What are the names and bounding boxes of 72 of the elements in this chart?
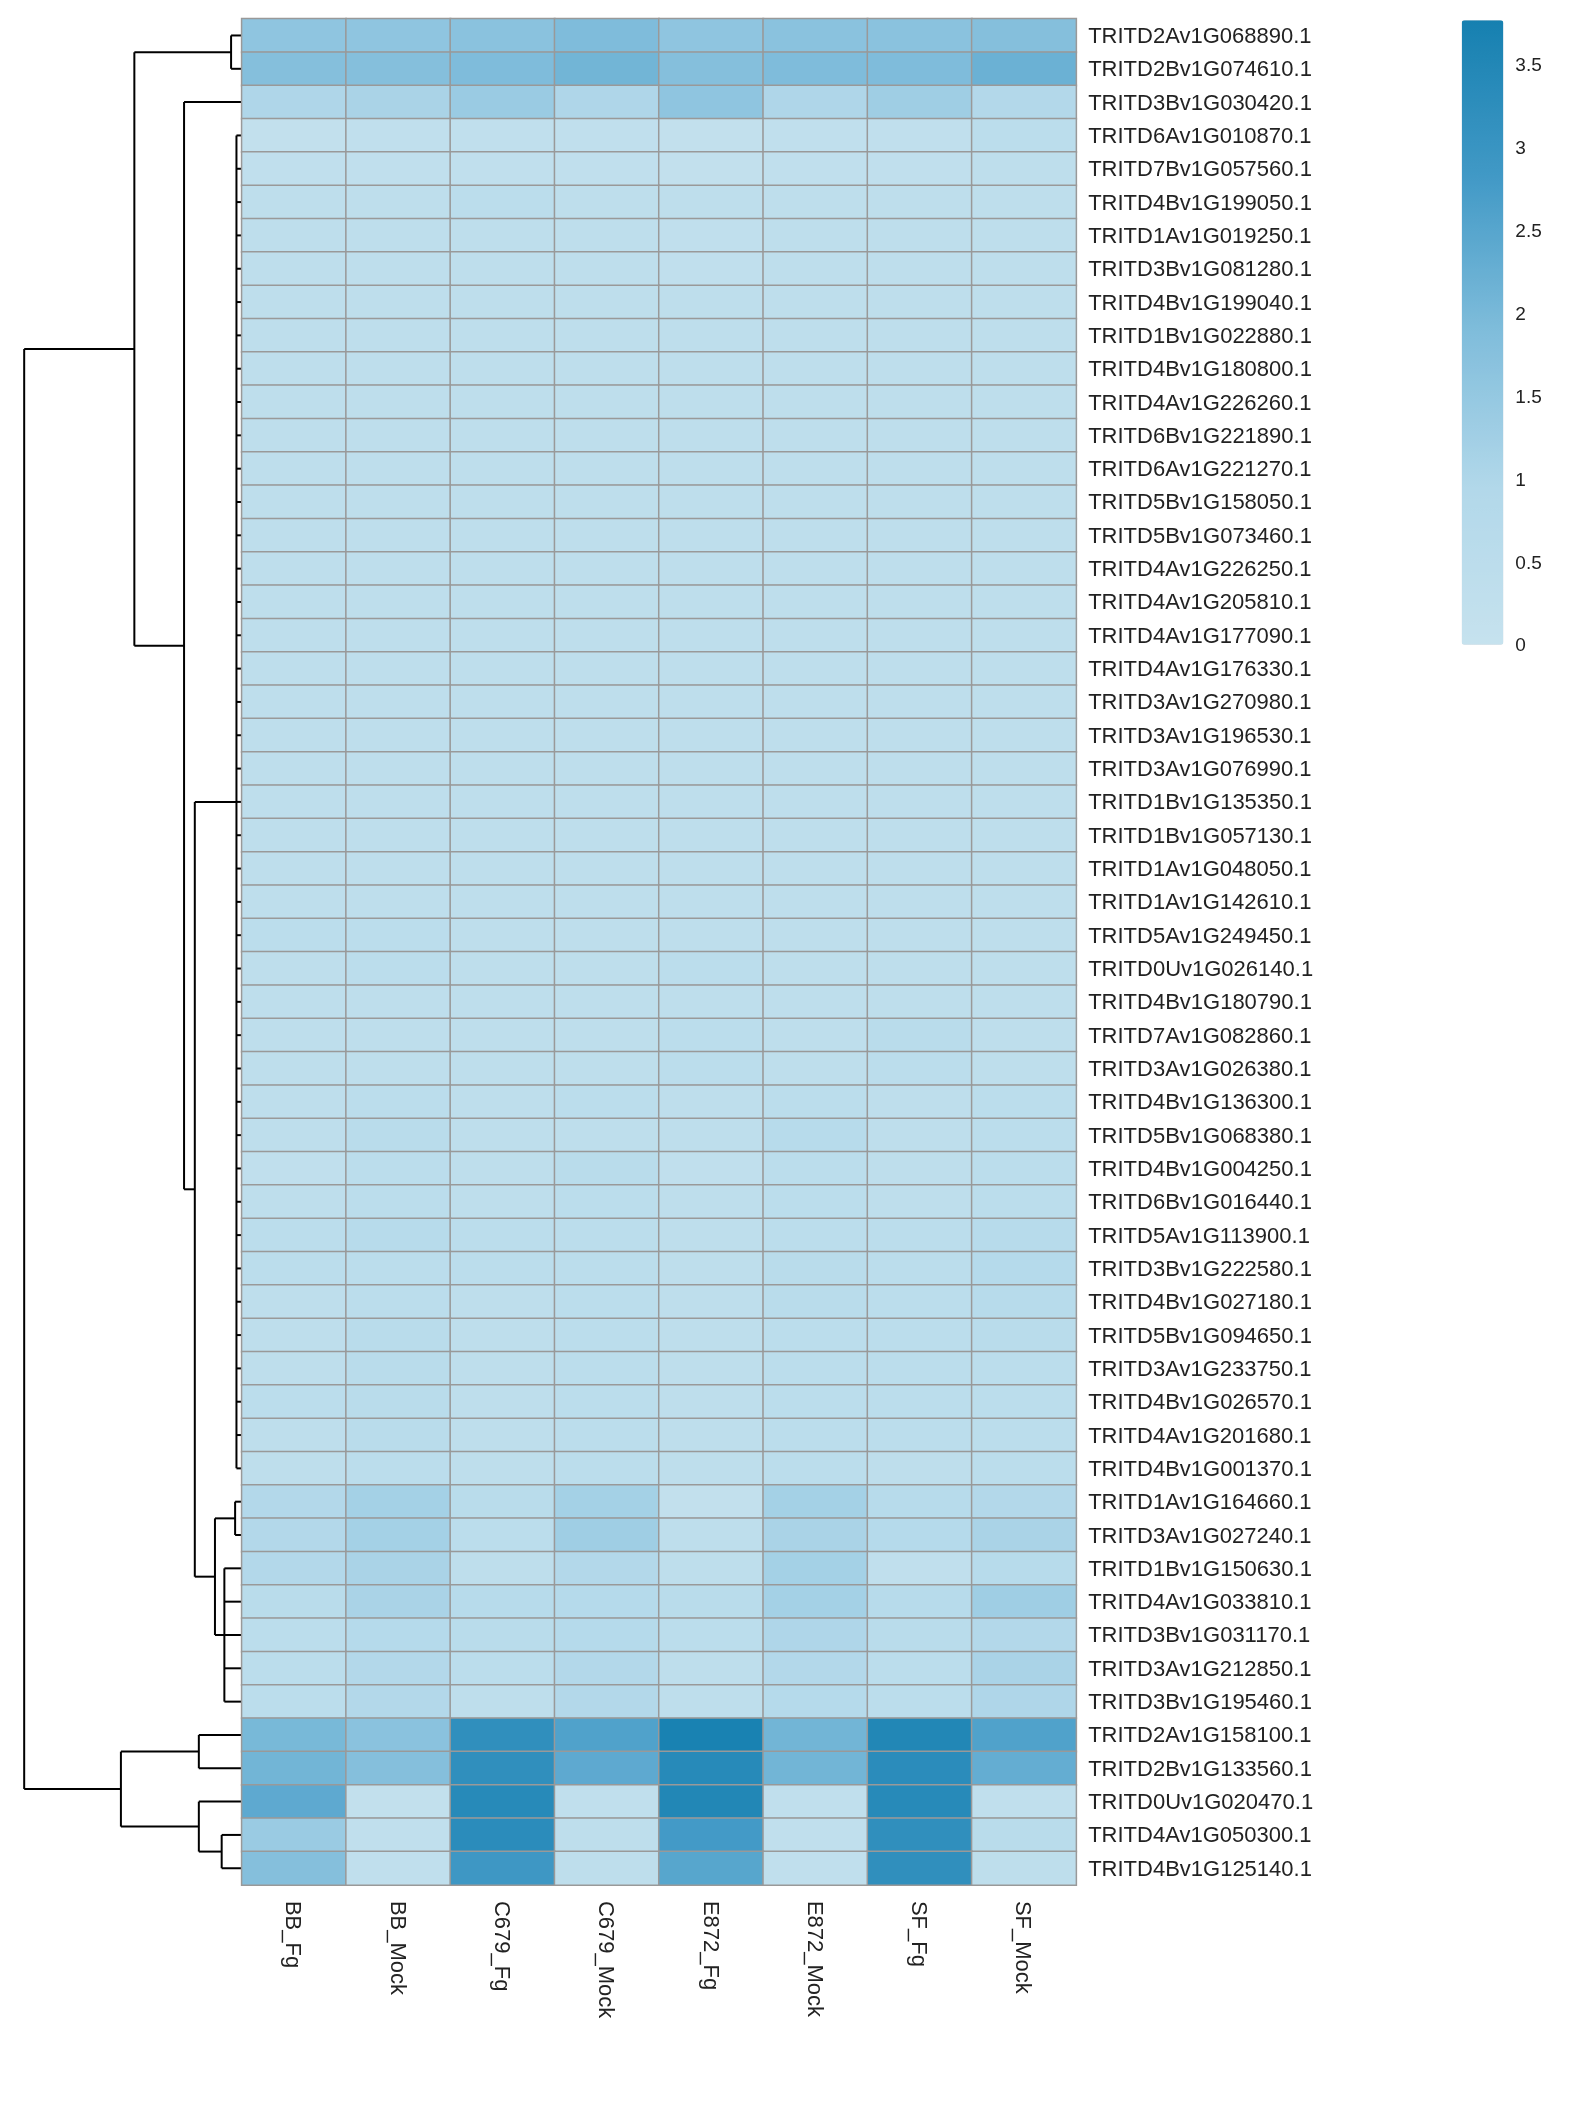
y-tick-label: TRITD4Bv1G001370.1 (1088, 1455, 1312, 1481)
y-tick-label: TRITD3Av1G233750.1 (1088, 1355, 1312, 1381)
y-tick-label: TRITD3Bv1G195460.1 (1088, 1689, 1312, 1715)
y-tick-label: TRITD3Av1G212850.1 (1088, 1655, 1312, 1681)
y-tick-label: TRITD4Bv1G004250.1 (1088, 1155, 1312, 1181)
color-bar-label: 1.5 (1515, 385, 1542, 407)
y-tick-label: TRITD3Av1G196530.1 (1088, 722, 1312, 748)
y-tick-label: TRITD4Bv1G026570.1 (1088, 1389, 1312, 1415)
y-tick-label: TRITD4Av1G201680.1 (1088, 1422, 1312, 1448)
y-tick-label: TRITD5Bv1G094650.1 (1088, 1322, 1312, 1348)
y-tick-label: TRITD1Av1G019250.1 (1088, 222, 1312, 248)
y-tick-label: TRITD2Bv1G074610.1 (1088, 56, 1312, 82)
x-tick-label: SF_Fg (907, 1900, 933, 1967)
y-tick-label: TRITD3Av1G270980.1 (1088, 689, 1312, 715)
x-tick-label: C679_Fg (490, 1900, 516, 1992)
y-tick-label: TRITD1Av1G164660.1 (1088, 1489, 1312, 1515)
x-tick-label: BB_Fg (281, 1900, 307, 1969)
y-tick-label: TRITD6Av1G010870.1 (1088, 122, 1312, 148)
color-bar-label: 0 (1515, 634, 1526, 656)
y-tick-label: TRITD5Av1G113900.1 (1088, 1222, 1310, 1248)
y-tick-label: TRITD5Bv1G068380.1 (1088, 1122, 1312, 1148)
y-tick-label: TRITD2Av1G068890.1 (1088, 22, 1312, 48)
y-tick-label: TRITD3Bv1G222580.1 (1088, 1255, 1312, 1281)
x-tick-label: C679_Mock (594, 1900, 620, 2020)
y-tick-label: TRITD7Av1G082860.1 (1088, 1022, 1312, 1048)
color-bar-label: 2.5 (1515, 220, 1542, 242)
y-tick-label: TRITD2Bv1G133560.1 (1088, 1755, 1312, 1781)
color-bar-label: 3.5 (1515, 54, 1542, 76)
y-tick-label: TRITD1Bv1G057130.1 (1088, 822, 1312, 848)
y-tick-label: TRITD3Bv1G031170.1 (1088, 1622, 1311, 1648)
y-tick-label: TRITD5Av1G249450.1 (1088, 922, 1312, 948)
y-tick-label: TRITD4Bv1G199040.1 (1088, 289, 1312, 315)
y-tick-label: TRITD4Bv1G027180.1 (1088, 1289, 1312, 1315)
y-tick-label: TRITD4Bv1G180800.1 (1088, 356, 1312, 382)
color-bar-label: 1 (1515, 468, 1526, 490)
x-tick-label: BB_Mock (385, 1900, 411, 1997)
y-tick-label: TRITD3Av1G076990.1 (1088, 756, 1312, 782)
x-tick-label: E872_Fg (698, 1900, 724, 1991)
y-tick-label: TRITD3Av1G026380.1 (1088, 1055, 1312, 1081)
y-tick-label: TRITD5Bv1G158050.1 (1088, 489, 1312, 515)
y-tick-label: TRITD1Bv1G150630.1 (1088, 1555, 1312, 1581)
y-tick-label: TRITD3Bv1G081280.1 (1088, 256, 1312, 282)
y-tick-label: TRITD2Av1G158100.1 (1088, 1722, 1312, 1748)
y-tick-label: TRITD4Bv1G199050.1 (1088, 189, 1312, 215)
y-tick-label: TRITD4Av1G226260.1 (1088, 389, 1312, 415)
y-tick-label: TRITD3Av1G027240.1 (1088, 1522, 1312, 1548)
y-tick-label: TRITD1Av1G048050.1 (1088, 856, 1312, 882)
y-tick-label: TRITD0Uv1G020470.1 (1088, 1789, 1314, 1815)
y-tick-label: TRITD1Bv1G135350.1 (1088, 789, 1312, 815)
color-bar-label: 2 (1515, 302, 1526, 324)
color-bar-label: 3 (1515, 137, 1526, 159)
y-tick-label: TRITD4Bv1G136300.1 (1088, 1089, 1312, 1115)
y-tick-label: TRITD6Bv1G221890.1 (1088, 422, 1312, 448)
x-tick-label: SF_Mock (1011, 1900, 1037, 1995)
y-tick-label: TRITD4Bv1G180790.1 (1088, 989, 1312, 1015)
y-tick-label: TRITD4Av1G050300.1 (1088, 1822, 1312, 1848)
y-tick-label: TRITD7Bv1G057560.1 (1088, 156, 1312, 182)
y-tick-label: TRITD4Av1G226250.1 (1088, 556, 1312, 582)
y-tick-label: TRITD1Av1G142610.1 (1088, 889, 1312, 915)
color-bar-label: 0.5 (1515, 551, 1542, 573)
y-tick-label: TRITD4Av1G033810.1 (1088, 1589, 1312, 1615)
x-tick-label: E872_Mock (802, 1900, 828, 2019)
y-tick-label: TRITD1Bv1G022880.1 (1088, 322, 1312, 348)
y-tick-label: TRITD0Uv1G026140.1 (1088, 956, 1314, 982)
y-tick-label: TRITD5Bv1G073460.1 (1088, 522, 1312, 548)
y-tick-label: TRITD4Av1G205810.1 (1088, 589, 1312, 615)
y-tick-label: TRITD4Av1G177090.1 (1088, 622, 1312, 648)
y-tick-label: TRITD6Av1G221270.1 (1088, 456, 1312, 482)
y-tick-label: TRITD6Bv1G016440.1 (1088, 1189, 1312, 1215)
y-tick-label: TRITD3Bv1G030420.1 (1088, 89, 1312, 115)
y-tick-label: TRITD4Bv1G125140.1 (1088, 1855, 1312, 1881)
y-tick-label: TRITD4Av1G176330.1 (1088, 656, 1312, 682)
